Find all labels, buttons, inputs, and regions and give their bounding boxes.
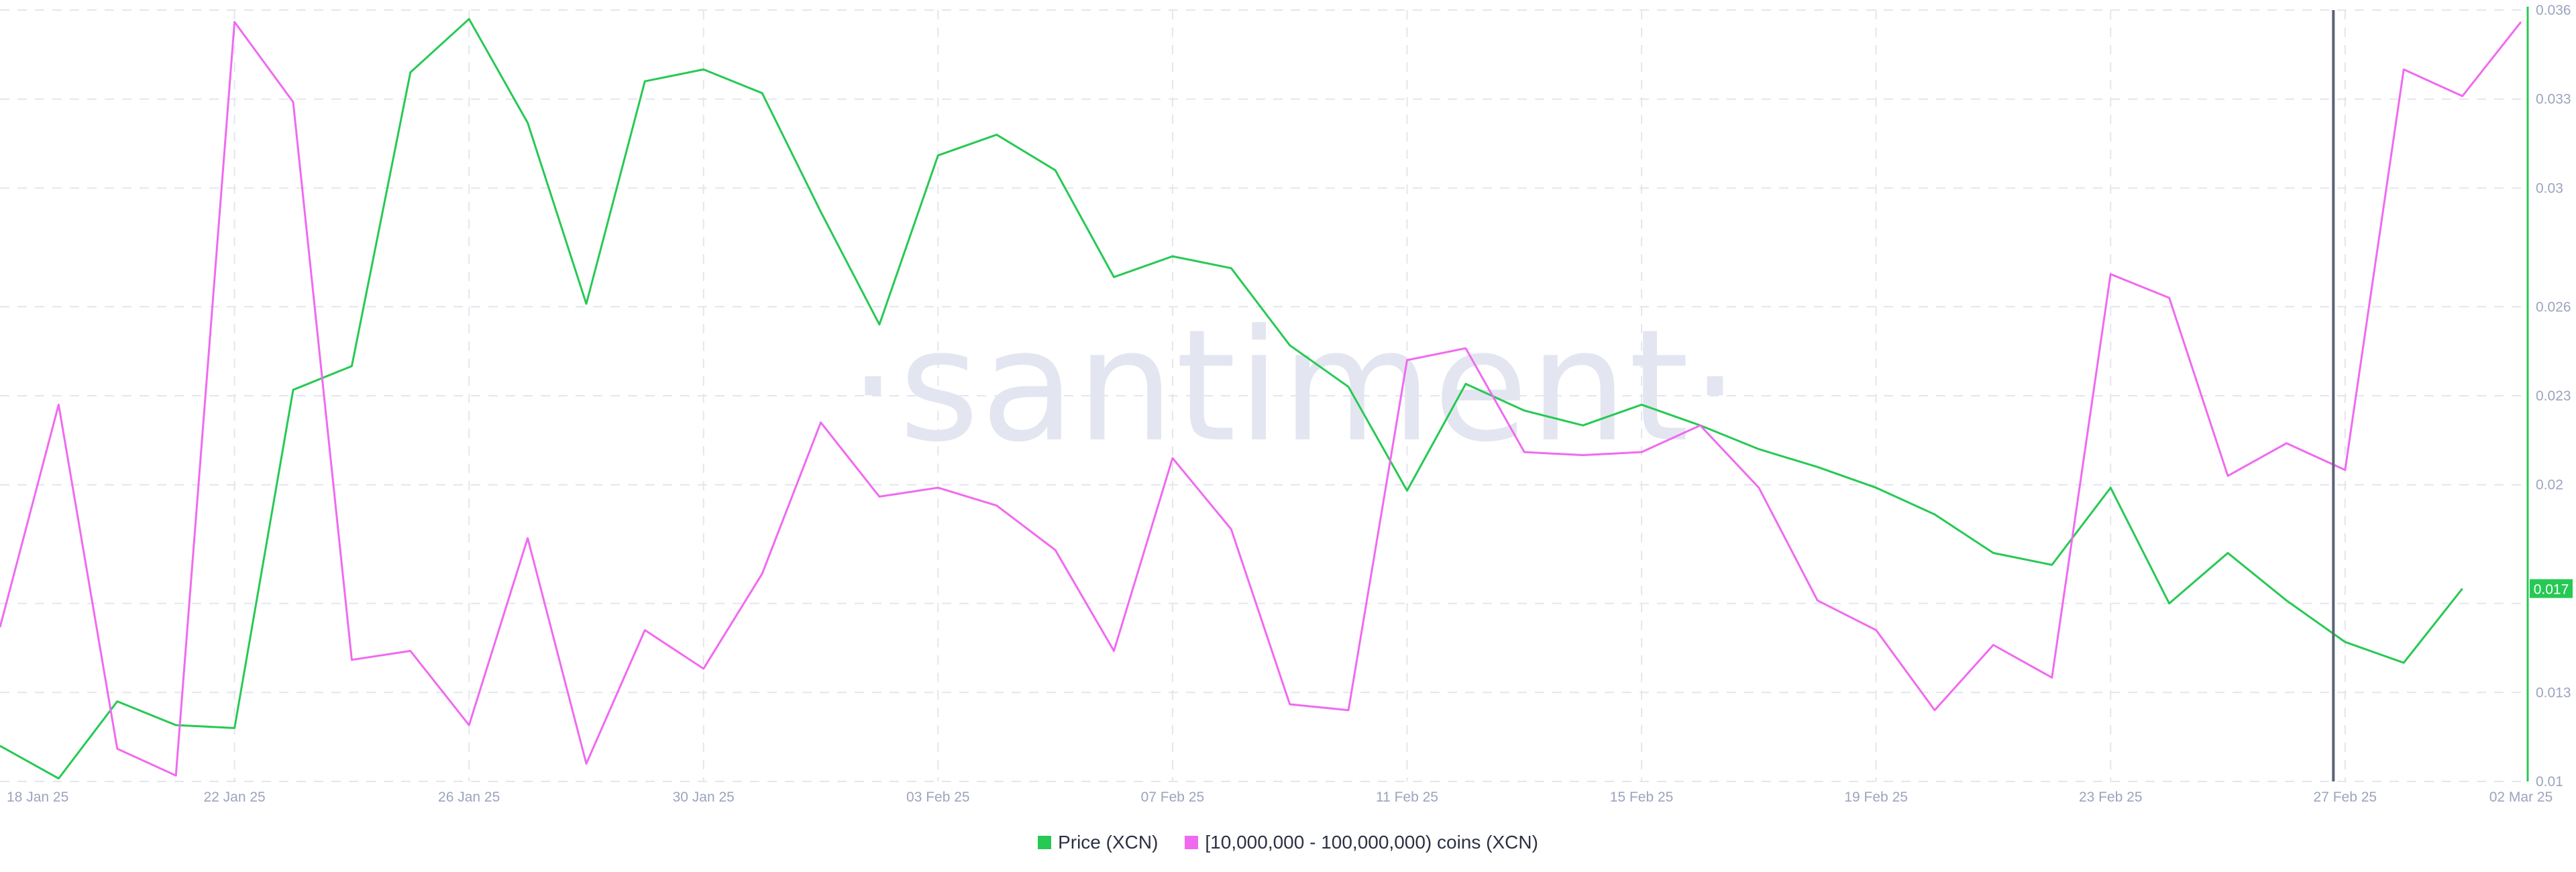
x-tick-label: 19 Feb 25 bbox=[1844, 789, 1908, 805]
y-tick-label: 0.023 bbox=[2536, 388, 2571, 404]
x-tick-label: 23 Feb 25 bbox=[2079, 789, 2143, 805]
x-tick-label: 27 Feb 25 bbox=[2314, 789, 2377, 805]
x-tick-label: 15 Feb 25 bbox=[1610, 789, 1674, 805]
legend-label-holders: [10,000,000 - 100,000,000) coins (XCN) bbox=[1205, 832, 1538, 853]
legend-item-price[interactable]: Price (XCN) bbox=[1038, 832, 1158, 853]
holders-line bbox=[0, 21, 2522, 777]
x-tick-label: 02 Mar 25 bbox=[2489, 789, 2553, 805]
y-axis-ticks: 0.01 0.013 0.02 0.023 0.026 0.03 0.033 0.036 bbox=[2536, 3, 2571, 789]
chart-legend: Price (XCN) [10,000,000 - 100,000,000) c… bbox=[0, 832, 2576, 853]
x-axis-ticks: 18 Jan 25 22 Jan 25 26 Jan 25 30 Jan 25 03 F… bbox=[7, 789, 2553, 805]
legend-label-price: Price (XCN) bbox=[1058, 832, 1159, 853]
y-tick-label: 0.02 bbox=[2536, 478, 2563, 493]
santiment-watermark: ·santiment· bbox=[849, 297, 1741, 476]
x-tick-label: 07 Feb 25 bbox=[1141, 789, 1205, 805]
price-line bbox=[0, 17, 2463, 780]
current-price-badge-label: 0.017 bbox=[2534, 582, 2569, 598]
chart-grid bbox=[0, 9, 2526, 782]
current-price-badge-bg bbox=[2530, 579, 2573, 598]
y-tick-label: 0.033 bbox=[2536, 92, 2571, 107]
x-tick-label: 18 Jan 25 bbox=[7, 789, 68, 805]
y-tick-label: 0.036 bbox=[2536, 3, 2571, 18]
y-tick-label: 0.03 bbox=[2536, 180, 2563, 196]
x-tick-label: 26 Jan 25 bbox=[438, 789, 500, 805]
price-series bbox=[0, 17, 2463, 780]
legend-swatch-holders bbox=[1185, 836, 1199, 849]
x-tick-label: 30 Jan 25 bbox=[673, 789, 735, 805]
holders-series bbox=[0, 21, 2522, 777]
legend-item-holders[interactable]: [10,000,000 - 100,000,000) coins (XCN) bbox=[1185, 832, 1538, 853]
x-tick-label: 11 Feb 25 bbox=[1376, 789, 1438, 805]
y-tick-label: 0.01 bbox=[2536, 774, 2563, 789]
current-price-badge: 0.017 bbox=[2530, 579, 2573, 598]
x-tick-label: 03 Feb 25 bbox=[906, 789, 970, 805]
y-tick-label: 0.026 bbox=[2536, 299, 2571, 315]
y-tick-label: 0.013 bbox=[2536, 685, 2571, 700]
legend-swatch-price bbox=[1038, 836, 1052, 849]
x-tick-label: 22 Jan 25 bbox=[203, 789, 265, 805]
